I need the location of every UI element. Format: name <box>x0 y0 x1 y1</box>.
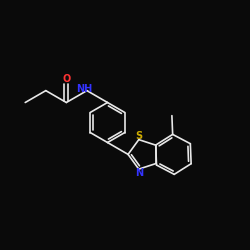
Text: N: N <box>135 168 143 178</box>
Text: S: S <box>136 131 143 141</box>
Text: NH: NH <box>76 84 92 94</box>
Text: O: O <box>62 74 70 84</box>
